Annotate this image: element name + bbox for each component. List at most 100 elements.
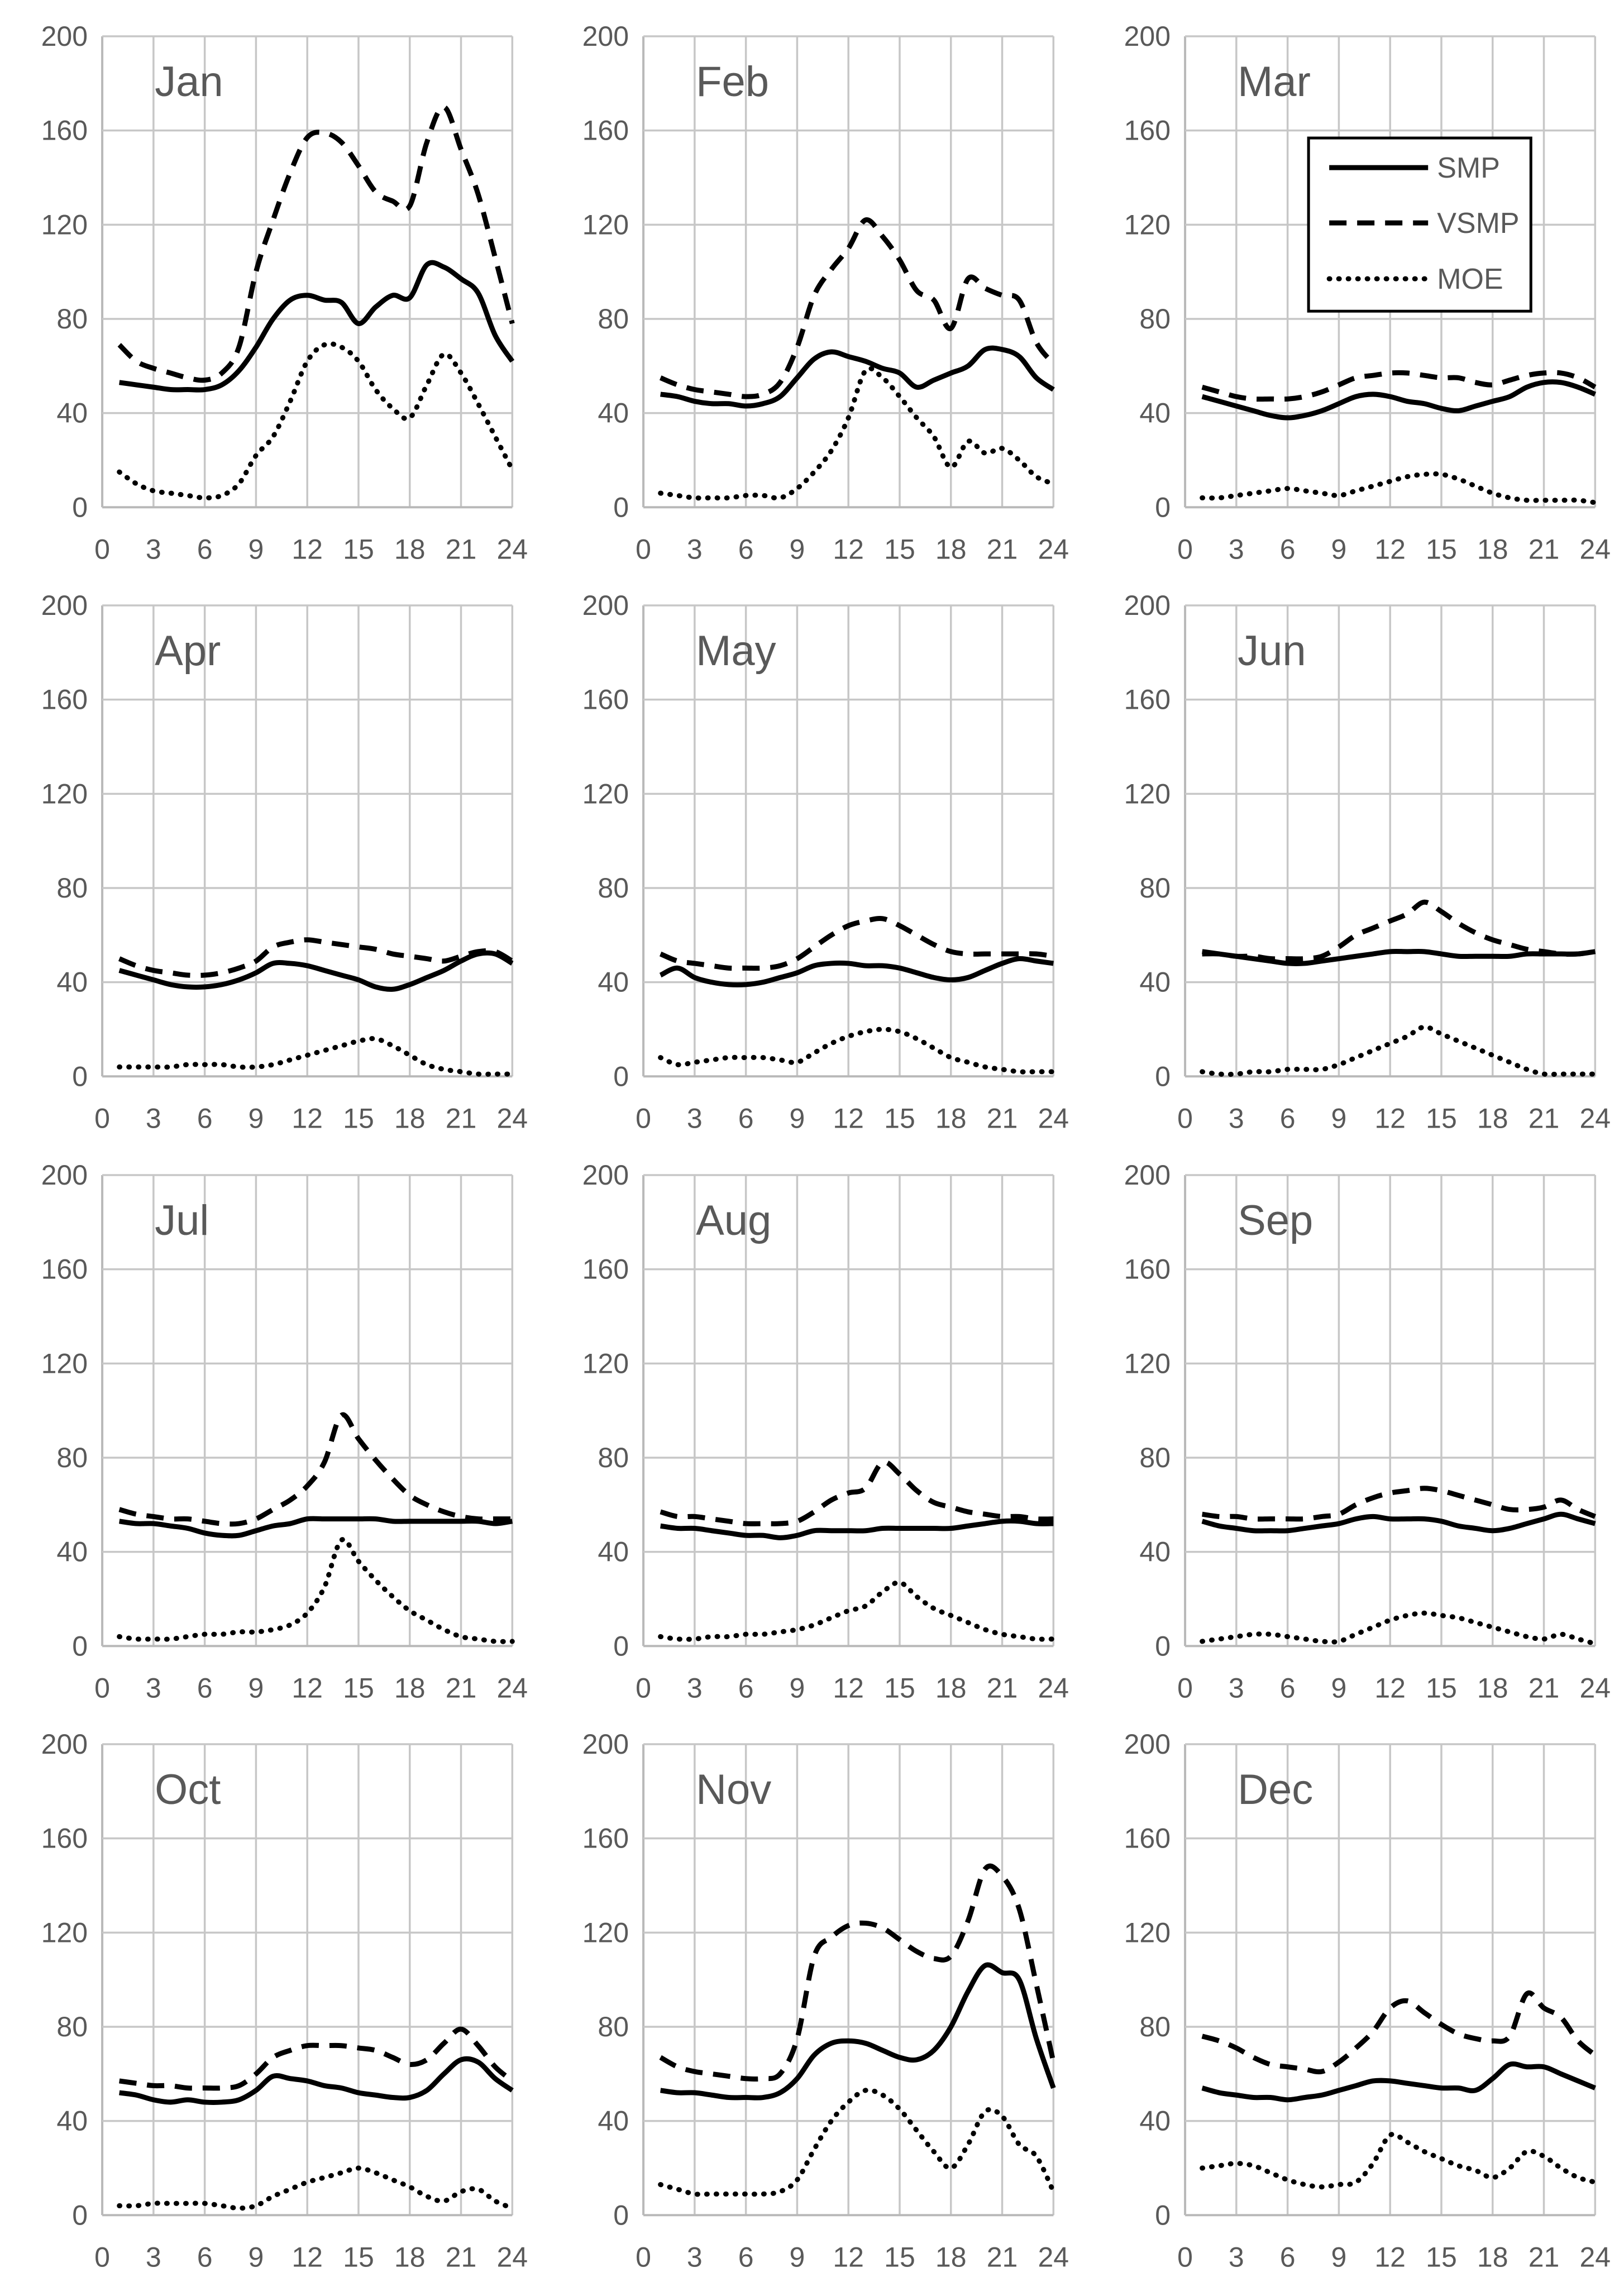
plot-svg-apr: 0 40 80 120 160 200 0 3 6 9 12 15 18 21 24 Apr	[41, 590, 528, 1134]
x-tick-label: 12	[292, 1103, 323, 1134]
plot-svg-jun: 0 40 80 120 160 200 0 3 6 9 12 15 18 21 24 Jun	[1124, 590, 1611, 1134]
y-tick-label: 160	[582, 1253, 629, 1285]
x-tick-label: 18	[935, 1103, 967, 1134]
x-tick-label: 18	[394, 1103, 426, 1134]
smp-line-dec	[1201, 2061, 1596, 2103]
y-tick-label: 0	[1155, 1630, 1171, 1662]
x-tick-label: 12	[1374, 533, 1406, 565]
x-tick-label: 6	[738, 533, 754, 565]
y-tick-label: 80	[598, 872, 629, 904]
x-tick-label: 3	[1229, 1103, 1244, 1134]
x-tick-label: 21	[987, 1672, 1018, 1703]
y-tick-label: 120	[582, 779, 629, 810]
y-tick-label: 160	[1124, 684, 1170, 715]
month-label-nov: Nov	[696, 1766, 771, 1813]
y-tick-label: 120	[41, 209, 88, 240]
x-tick-label: 12	[833, 533, 864, 565]
x-tick-label: 12	[1374, 1103, 1406, 1134]
x-tick-label: 12	[292, 533, 323, 565]
x-tick-label: 3	[687, 2241, 703, 2273]
x-tick-label: 24	[1579, 533, 1611, 565]
gridlines	[1183, 1743, 1596, 2217]
x-tick-label: 15	[343, 2241, 374, 2273]
legend-label-moe: MOE	[1437, 263, 1503, 295]
x-tick-label: 15	[343, 1672, 374, 1703]
x-tick-label: 9	[790, 1672, 805, 1703]
x-tick-label: 21	[987, 1103, 1018, 1134]
y-tick-label: 200	[582, 590, 629, 621]
y-tick-label: 40	[598, 398, 629, 429]
smp-line-jul	[119, 1516, 513, 1539]
y-tick-label: 80	[598, 303, 629, 335]
x-tick-label: 12	[833, 1672, 864, 1703]
vsmp-line-may	[660, 916, 1054, 971]
x-tick-label: 6	[1279, 2241, 1295, 2273]
month-label-sep: Sep	[1238, 1197, 1313, 1244]
y-tick-label: 0	[72, 1061, 88, 1092]
y-tick-label: 40	[598, 1536, 629, 1567]
x-tick-label: 24	[1038, 533, 1069, 565]
gridlines	[642, 1173, 1055, 1647]
y-tick-label: 120	[1124, 779, 1170, 810]
y-tick-label: 200	[1124, 21, 1170, 52]
month-label-jul: Jul	[155, 1197, 209, 1244]
y-tick-label: 40	[56, 1536, 88, 1567]
plot-svg-jul: 0 40 80 120 160 200 0 3 6 9 12 15 18 21 24 Jul	[41, 1159, 528, 1703]
x-tick-label: 3	[1229, 533, 1244, 565]
smp-line-aug	[660, 1518, 1054, 1540]
y-tick-label: 200	[582, 1729, 629, 1760]
chart-panel-aug: 0 40 80 120 160 200 0 3 6 9 12 15 18 21 24 Aug	[541, 1139, 1082, 1708]
y-tick-label: 200	[1124, 1159, 1170, 1191]
x-tick-label: 0	[636, 1103, 651, 1134]
month-label-jan: Jan	[155, 58, 223, 106]
vsmp-line-jul	[118, 1412, 513, 1527]
x-tick-label: 6	[197, 1103, 213, 1134]
y-tick-label: 40	[1139, 1536, 1171, 1567]
vsmp-line-oct	[119, 2026, 514, 2091]
x-tick-label: 0	[1177, 1103, 1193, 1134]
y-tick-label: 40	[56, 2106, 88, 2137]
x-tick-label: 0	[94, 1103, 110, 1134]
chart-panel-apr: 0 40 80 120 160 200 0 3 6 9 12 15 18 21 24 Apr	[0, 569, 541, 1138]
y-tick-label: 160	[582, 684, 629, 715]
x-tick-label: 24	[1579, 1672, 1611, 1703]
x-tick-label: 0	[1177, 2241, 1193, 2273]
y-tick-label: 120	[41, 1917, 88, 1948]
chart-panel-jul: 0 40 80 120 160 200 0 3 6 9 12 15 18 21 24 Jul	[0, 1139, 541, 1708]
gridlines	[101, 1173, 514, 1647]
moe-line-jan	[117, 341, 515, 500]
x-tick-label: 15	[1426, 1672, 1457, 1703]
gridlines	[642, 604, 1055, 1078]
y-tick-label: 40	[56, 967, 88, 998]
y-tick-label: 200	[41, 1159, 88, 1191]
x-tick-label: 12	[833, 1103, 864, 1134]
x-tick-label: 9	[248, 1672, 264, 1703]
month-label-feb: Feb	[696, 58, 769, 106]
y-tick-label: 80	[1139, 872, 1171, 904]
x-tick-label: 0	[94, 533, 110, 565]
chart-panel-oct: 0 40 80 120 160 200 0 3 6 9 12 15 18 21 24 Oct	[0, 1708, 541, 2277]
x-tick-label: 21	[987, 2241, 1018, 2273]
y-tick-label: 80	[56, 1442, 88, 1473]
plot-svg-oct: 0 40 80 120 160 200 0 3 6 9 12 15 18 21 24 Oct	[41, 1729, 528, 2273]
x-tick-label: 6	[1279, 1103, 1295, 1134]
chart-panel-may: 0 40 80 120 160 200 0 3 6 9 12 15 18 21 24 May	[541, 569, 1082, 1138]
y-tick-label: 0	[614, 1061, 629, 1092]
x-tick-label: 15	[884, 533, 915, 565]
smp-line-nov	[660, 1962, 1056, 2101]
x-tick-label: 15	[343, 1103, 374, 1134]
x-tick-label: 18	[394, 2241, 426, 2273]
y-tick-label: 160	[582, 115, 629, 146]
x-tick-label: 21	[1528, 533, 1559, 565]
x-tick-label: 0	[94, 1672, 110, 1703]
y-tick-label: 160	[41, 1253, 88, 1285]
y-tick-label: 40	[1139, 398, 1171, 429]
x-tick-label: 12	[292, 1672, 323, 1703]
y-tick-label: 80	[598, 1442, 629, 1473]
x-tick-label: 0	[636, 1672, 651, 1703]
plot-svg-mar: 0 40 80 120 160 200 0 3 6 9 12 15 18 21 24 Mar SMP VSMP MO…	[1124, 21, 1611, 565]
y-tick-label: 80	[598, 2011, 629, 2042]
x-tick-label: 3	[146, 533, 161, 565]
smp-line-jun	[1201, 949, 1596, 967]
y-tick-label: 80	[56, 2011, 88, 2042]
